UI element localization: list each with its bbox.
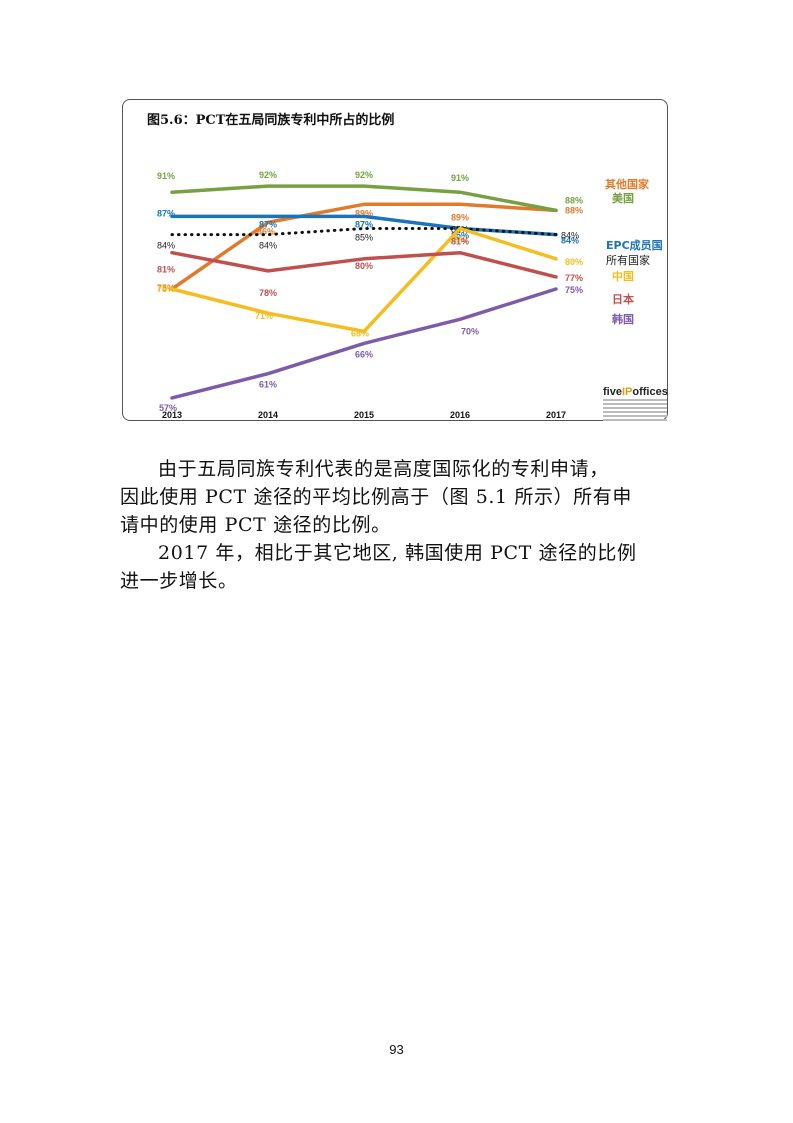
logo-fine-print (603, 399, 667, 423)
data-label: 80% (355, 261, 373, 271)
logo-part-b: IP (621, 386, 633, 398)
data-label: 92% (259, 170, 277, 180)
data-label: 88% (565, 205, 583, 215)
x-tick-label: 2014 (258, 410, 278, 420)
page-number: 93 (389, 1042, 404, 1057)
paragraph-1: 由于五局同族专利代表的是高度国际化的专利申请， 因此使用 PCT 途径的平均比例… (120, 455, 672, 539)
data-label: 85% (355, 233, 373, 243)
data-label: 88% (565, 195, 583, 205)
series-line (170, 202, 558, 291)
series-line (170, 287, 558, 400)
line-chart: 2013 2014 2015 2016 2017 75% 86% 89% 89% 88% 91% 92… (157, 170, 663, 420)
data-label: 81% (157, 265, 175, 275)
data-label: 91% (451, 173, 469, 183)
chart-title: 图5.6：PCT在五局同族专利中所占的比例 (147, 113, 395, 128)
paragraph-1-line-2: 因此使用 PCT 途径的平均比例高于（图 5.1 所示）所有申 (120, 486, 632, 508)
data-label: 91% (157, 171, 175, 181)
fiveipoffices-logo: fiveIPoffices (603, 386, 668, 398)
x-tick-label: 2015 (354, 410, 374, 420)
data-label: 87% (259, 219, 277, 229)
legend-entry: 美国 (612, 191, 634, 205)
data-label: 75% (565, 285, 583, 295)
data-label: 89% (355, 208, 373, 218)
x-tick-label: 2013 (162, 410, 182, 420)
data-label: 66% (355, 349, 373, 359)
data-label: 81% (451, 237, 469, 247)
legend-entry: 所有国家 (606, 253, 650, 267)
data-label: 84% (259, 241, 277, 251)
legend-entry: 其他国家 (605, 177, 650, 191)
data-label: 87% (157, 208, 175, 218)
data-label: 70% (461, 326, 479, 336)
data-label: 84% (561, 231, 579, 241)
paragraph-1-line-3: 请中的使用 PCT 途径的比例。 (120, 514, 391, 536)
legend-entry: 中国 (612, 269, 634, 283)
data-label: 84% (157, 241, 175, 251)
x-tick-label: 2017 (546, 410, 566, 420)
x-tick-label: 2016 (450, 410, 470, 420)
data-label: 68% (351, 328, 369, 338)
paragraph-2: 2017 年，相比于其它地区, 韩国使用 PCT 途径的比例 进一步增长。 (120, 539, 672, 595)
data-label: 92% (355, 170, 373, 180)
data-label: 78% (259, 288, 277, 298)
logo-part-a: five (603, 386, 622, 398)
series-line (170, 226, 558, 334)
paragraph-2-line-2: 进一步增长。 (120, 570, 238, 592)
data-label: 77% (565, 273, 583, 283)
data-label: 89% (451, 212, 469, 222)
data-label: 57% (159, 403, 177, 413)
data-label: 61% (259, 380, 277, 390)
series-line (170, 227, 558, 237)
data-label: 75% (157, 283, 175, 293)
paragraph-2-line-1: 2017 年，相比于其它地区, 韩国使用 PCT 途径的比例 (158, 542, 637, 564)
legend-entry: EPC成员国 (606, 238, 663, 252)
data-label: 87% (355, 219, 373, 229)
data-label: 84% (561, 236, 579, 246)
legend-entry: 韩国 (612, 312, 634, 326)
data-label: 71% (255, 311, 273, 321)
data-label: 75% (157, 284, 175, 294)
data-label: 80% (565, 257, 583, 267)
legend-entry: 日本 (612, 292, 634, 306)
series-line (170, 184, 558, 213)
paragraph-1-line-1: 由于五局同族专利代表的是高度国际化的专利申请， (158, 458, 609, 480)
data-label: 85% (449, 235, 467, 245)
data-label: 86% (257, 226, 275, 236)
data-label: 85% (451, 231, 469, 241)
logo-part-c: offices (632, 386, 668, 398)
series-line (170, 250, 558, 279)
